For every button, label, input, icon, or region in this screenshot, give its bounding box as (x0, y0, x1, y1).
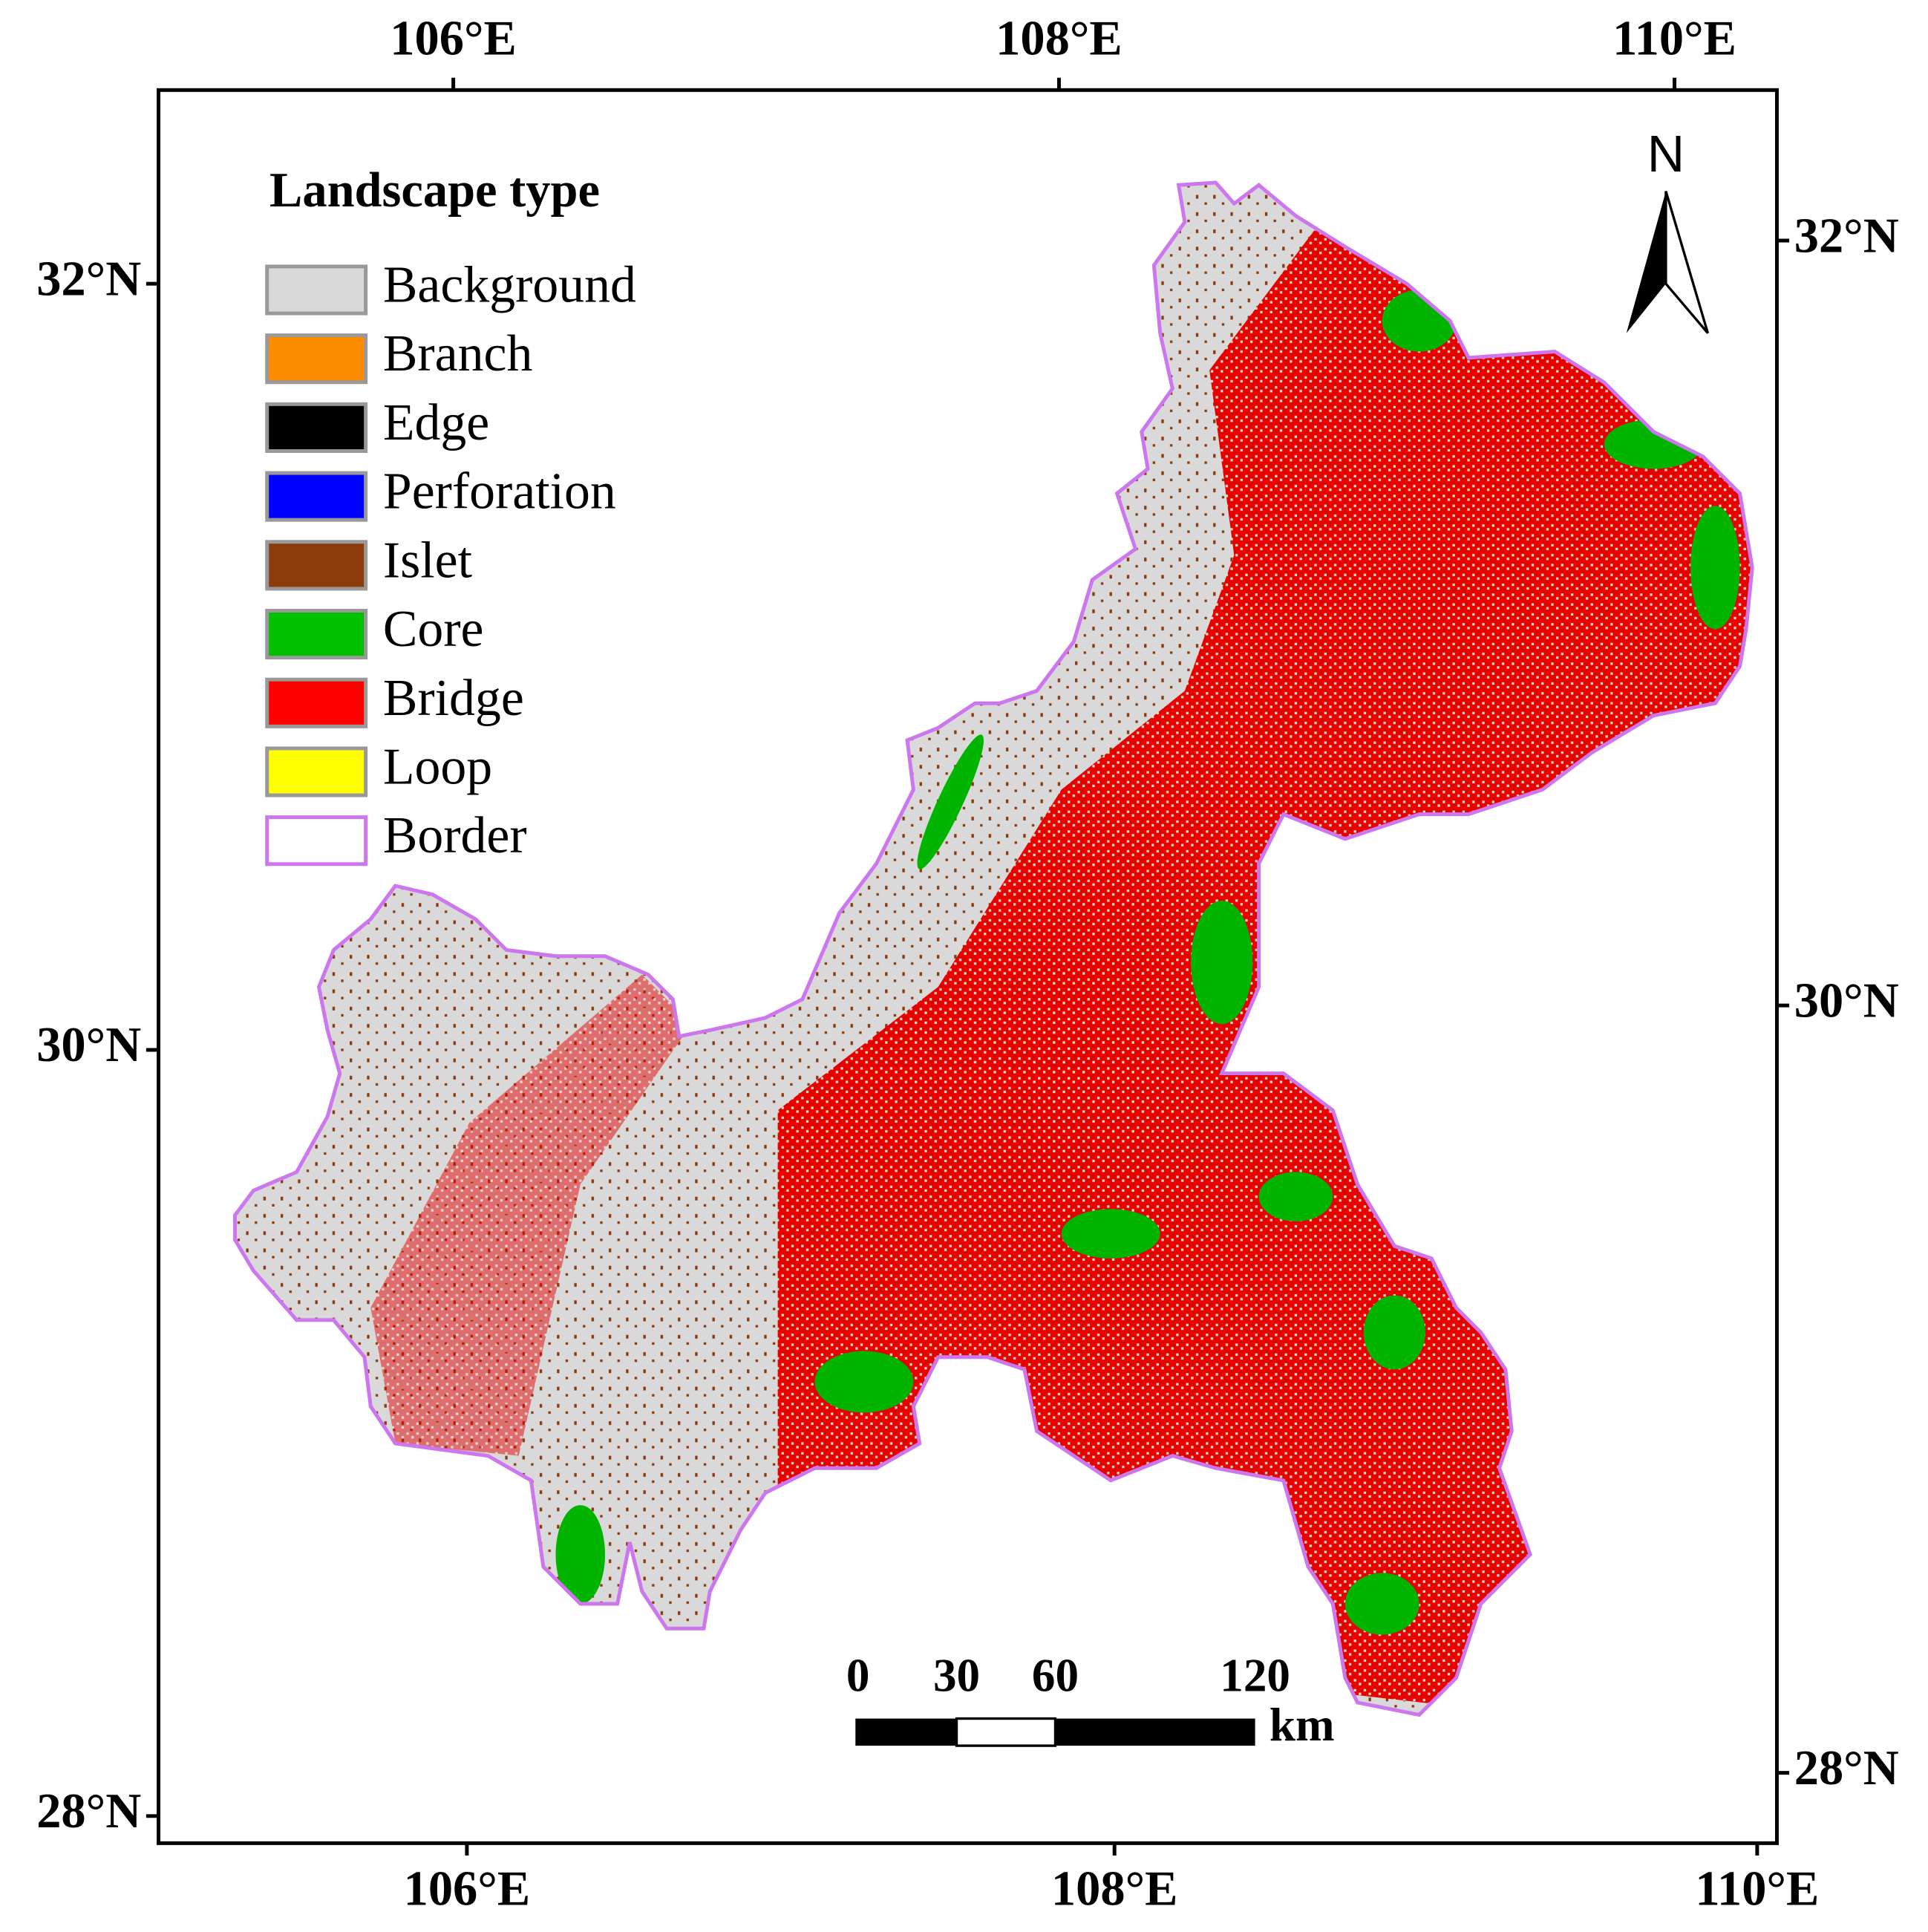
ticks: 106°E 108°E 110°E 106°E 108°E 110°E 32°N 30°N 28… (36, 11, 1899, 1916)
legend-swatch (265, 264, 368, 316)
tick-label: 32°N (1794, 209, 1899, 263)
legend-swatch (265, 746, 368, 797)
scale-label: 60 (1032, 1650, 1079, 1702)
legend-swatch (265, 608, 368, 660)
north-label: N (1647, 125, 1684, 183)
scale-unit: km (1269, 1699, 1335, 1751)
tick-label: 30°N (1794, 973, 1899, 1028)
scale-bar: km 0 30 60 120 (846, 1650, 1335, 1751)
legend-title: Landscape type (269, 163, 600, 218)
legend-swatch (265, 333, 368, 385)
legend-swatch (265, 402, 368, 453)
tick-label: 110°E (1612, 11, 1736, 65)
tick-label: 108°E (1051, 1862, 1178, 1916)
tick-label: 30°N (36, 1018, 141, 1072)
legend-swatch (265, 677, 368, 728)
legend-swatch (265, 540, 368, 591)
scale-label: 30 (933, 1650, 980, 1702)
map-frame (157, 88, 1779, 1845)
legend-label: Loop (383, 738, 492, 795)
tick-label: 110°E (1695, 1862, 1819, 1916)
legend-label: Islet (383, 532, 472, 589)
scale-label: 0 (846, 1650, 870, 1702)
legend-label: Edge (383, 394, 489, 451)
legend: Landscape type Background Branch Edge Perfo… (265, 163, 636, 867)
north-arrow: N (1626, 125, 1710, 334)
tick-label: 108°E (996, 11, 1123, 65)
tick-label: 32°N (36, 252, 141, 306)
tick-label: 28°N (1794, 1741, 1899, 1795)
tick-label: 106°E (390, 11, 517, 65)
tick-label: 106°E (404, 1862, 531, 1916)
legend-swatch (265, 471, 368, 522)
legend-label: Core (383, 601, 484, 658)
border (233, 180, 1754, 1717)
legend-label: Perforation (383, 463, 616, 520)
legend-swatch (265, 815, 368, 867)
scale-label: 120 (1220, 1650, 1290, 1702)
legend-label: Branch (383, 325, 532, 382)
legend-label: Border (383, 807, 527, 864)
legend-label: Background (383, 256, 636, 313)
tick-label: 28°N (36, 1784, 141, 1838)
legend-label: Bridge (383, 670, 524, 727)
